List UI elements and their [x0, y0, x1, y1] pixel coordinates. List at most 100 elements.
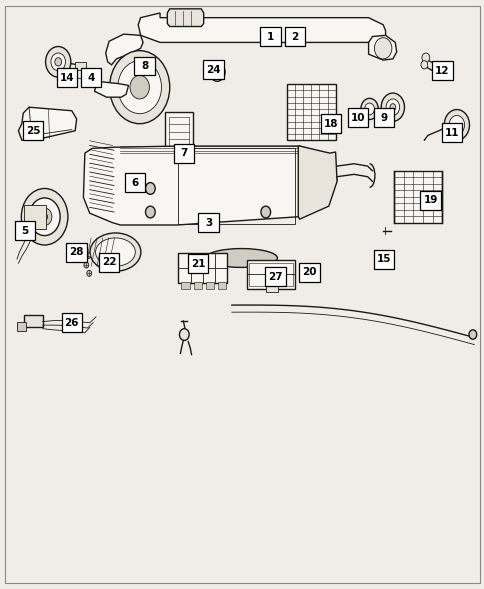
Text: 24: 24 [206, 65, 220, 74]
Text: 10: 10 [350, 113, 364, 123]
Text: 4: 4 [87, 73, 95, 82]
Circle shape [443, 110, 469, 140]
Circle shape [45, 47, 71, 77]
FancyBboxPatch shape [134, 57, 154, 75]
FancyBboxPatch shape [441, 123, 461, 142]
FancyBboxPatch shape [299, 263, 319, 282]
Circle shape [421, 53, 429, 62]
FancyBboxPatch shape [57, 68, 77, 87]
FancyBboxPatch shape [187, 254, 208, 273]
Circle shape [126, 170, 134, 179]
Text: 3: 3 [205, 218, 212, 227]
Ellipse shape [95, 238, 135, 266]
Text: 6: 6 [131, 178, 138, 187]
FancyBboxPatch shape [420, 191, 440, 210]
Circle shape [86, 253, 91, 259]
Text: 25: 25 [26, 126, 40, 135]
Bar [265, 286, 277, 292]
Text: 2: 2 [291, 32, 298, 41]
Bar [178, 253, 227, 283]
Circle shape [389, 104, 395, 111]
Polygon shape [138, 13, 385, 47]
Polygon shape [298, 146, 336, 219]
Text: 15: 15 [376, 254, 391, 264]
Bar [287, 84, 335, 140]
Circle shape [51, 53, 65, 71]
Bar [393, 171, 441, 223]
Bar [24, 205, 45, 229]
Bar [217, 282, 226, 289]
Circle shape [360, 98, 378, 120]
FancyBboxPatch shape [124, 173, 145, 192]
Bar [165, 112, 193, 159]
Text: 27: 27 [268, 272, 282, 282]
Bar [178, 253, 227, 283]
Text: 21: 21 [190, 259, 205, 269]
Bar [205, 282, 214, 289]
Bar [125, 169, 142, 180]
Text: 1: 1 [267, 32, 273, 41]
Bar [17, 322, 26, 331]
FancyBboxPatch shape [99, 253, 119, 272]
FancyBboxPatch shape [265, 267, 285, 286]
Ellipse shape [90, 233, 140, 271]
Circle shape [21, 188, 68, 245]
Text: 26: 26 [64, 318, 79, 327]
FancyBboxPatch shape [174, 144, 194, 163]
FancyBboxPatch shape [284, 27, 304, 46]
Bar [249, 263, 292, 286]
Polygon shape [83, 146, 336, 225]
Circle shape [118, 61, 161, 114]
Circle shape [374, 38, 391, 59]
Circle shape [385, 99, 399, 115]
Circle shape [380, 93, 404, 121]
Circle shape [145, 183, 155, 194]
Circle shape [82, 244, 87, 250]
Text: 9: 9 [380, 113, 387, 123]
Text: 28: 28 [69, 247, 84, 257]
Circle shape [260, 206, 270, 218]
FancyBboxPatch shape [203, 60, 223, 79]
Circle shape [109, 51, 169, 124]
Polygon shape [18, 107, 76, 140]
Text: 20: 20 [302, 267, 316, 277]
Text: 12: 12 [434, 66, 449, 75]
Circle shape [29, 198, 60, 236]
Circle shape [55, 58, 61, 66]
Circle shape [420, 61, 427, 69]
Bar [168, 117, 189, 154]
Circle shape [42, 213, 47, 220]
FancyBboxPatch shape [66, 243, 87, 262]
FancyBboxPatch shape [373, 250, 393, 269]
Circle shape [84, 262, 89, 268]
Text: 5: 5 [22, 226, 29, 236]
Text: 11: 11 [444, 128, 458, 137]
Bar [181, 282, 190, 289]
FancyBboxPatch shape [61, 313, 82, 332]
Circle shape [209, 62, 225, 81]
Text: 22: 22 [102, 257, 116, 267]
Text: 18: 18 [323, 119, 337, 128]
Circle shape [145, 206, 155, 218]
FancyBboxPatch shape [431, 61, 452, 80]
Bar [75, 62, 86, 70]
Text: 8: 8 [141, 61, 148, 71]
Circle shape [433, 67, 439, 74]
Circle shape [213, 67, 221, 77]
Circle shape [364, 103, 374, 115]
Bar [24, 315, 43, 327]
Text: 14: 14 [60, 73, 74, 82]
Circle shape [37, 208, 52, 226]
Polygon shape [106, 34, 143, 65]
Circle shape [130, 75, 149, 99]
Text: 7: 7 [180, 148, 188, 158]
Bar [178, 148, 294, 224]
FancyBboxPatch shape [347, 108, 367, 127]
Polygon shape [368, 35, 396, 60]
Bar [247, 260, 294, 289]
Circle shape [87, 270, 91, 276]
Ellipse shape [205, 249, 277, 267]
FancyBboxPatch shape [23, 121, 43, 140]
FancyBboxPatch shape [81, 68, 101, 87]
FancyBboxPatch shape [260, 27, 280, 46]
